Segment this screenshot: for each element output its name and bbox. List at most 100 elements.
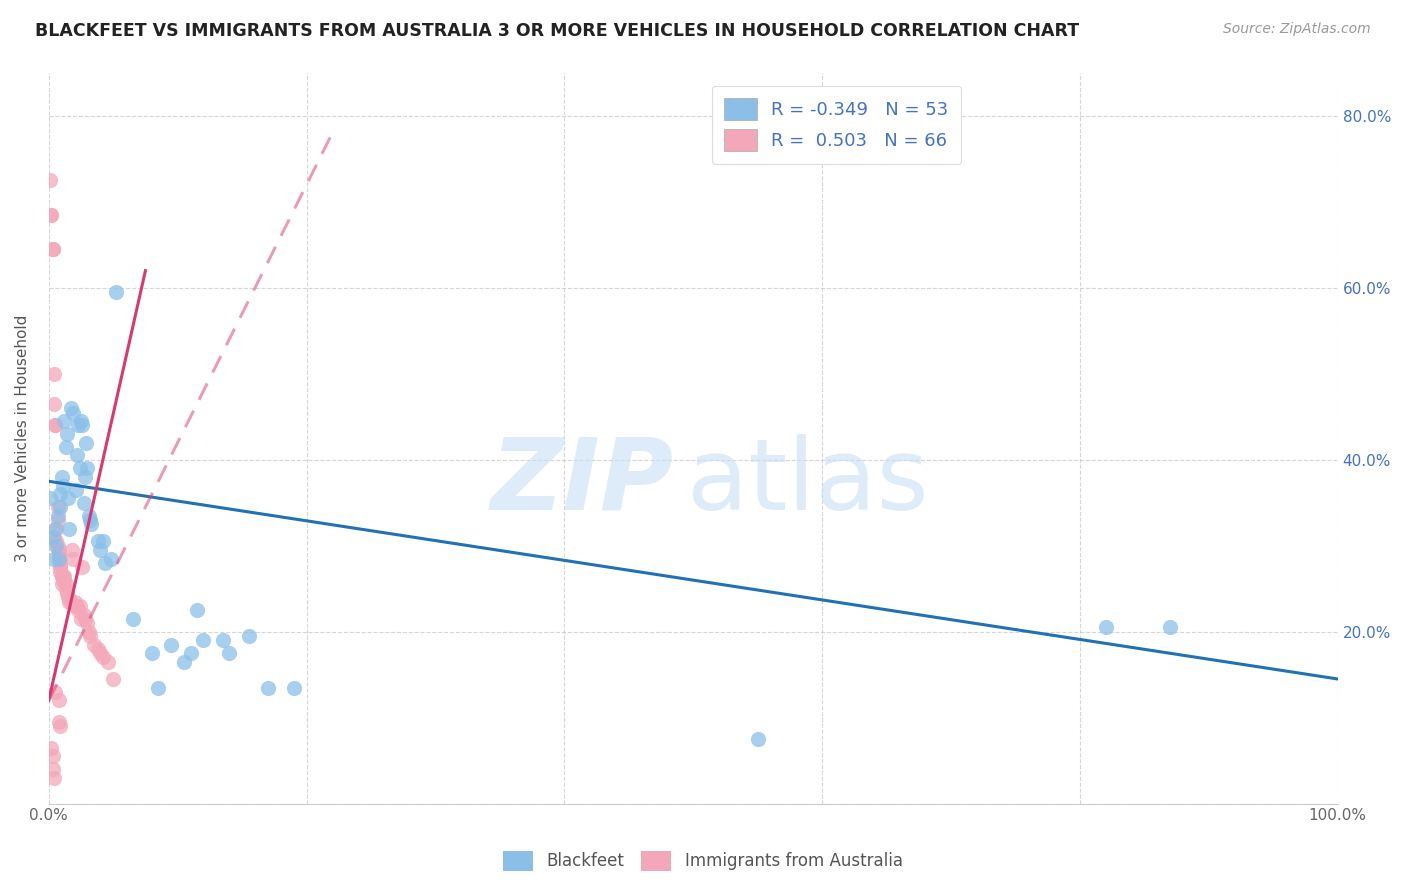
Point	[103, 672, 125, 686]
Point	[46, 539, 69, 553]
Point	[41, 762, 63, 776]
Point	[53, 569, 76, 583]
Point	[80, 517, 103, 532]
Point	[44, 685, 66, 699]
Point	[49, 500, 72, 514]
Point	[46, 513, 69, 527]
Point	[51, 577, 73, 591]
Point	[73, 470, 96, 484]
Point	[72, 496, 94, 510]
Point	[48, 543, 70, 558]
Point	[52, 573, 75, 587]
Point	[44, 534, 66, 549]
Point	[44, 418, 66, 433]
Point	[45, 534, 67, 549]
Point	[193, 633, 215, 648]
Point	[49, 560, 72, 574]
Point	[66, 449, 89, 463]
Point	[48, 693, 70, 707]
Point	[747, 732, 769, 747]
Point	[58, 522, 80, 536]
Point	[97, 655, 120, 669]
Point	[87, 534, 110, 549]
Point	[160, 638, 183, 652]
Point	[41, 242, 63, 256]
Text: ZIP: ZIP	[491, 434, 673, 531]
Point	[56, 591, 79, 605]
Point	[77, 508, 100, 523]
Point	[70, 414, 93, 428]
Point	[67, 418, 90, 433]
Point	[44, 522, 66, 536]
Point	[100, 551, 122, 566]
Point	[87, 641, 110, 656]
Point	[180, 646, 202, 660]
Point	[62, 551, 84, 566]
Point	[41, 740, 63, 755]
Point	[46, 500, 69, 514]
Y-axis label: 3 or more Vehicles in Household: 3 or more Vehicles in Household	[15, 315, 30, 562]
Text: atlas: atlas	[686, 434, 928, 531]
Point	[51, 569, 73, 583]
Point	[77, 624, 100, 639]
Point	[49, 556, 72, 570]
Point	[39, 173, 62, 187]
Point	[79, 629, 101, 643]
Point	[66, 599, 89, 613]
Point	[42, 397, 65, 411]
Point	[1159, 620, 1181, 634]
Point	[48, 551, 70, 566]
Point	[72, 607, 94, 622]
Legend: Blackfeet, Immigrants from Australia: Blackfeet, Immigrants from Australia	[495, 842, 911, 880]
Point	[42, 367, 65, 381]
Point	[41, 208, 63, 222]
Point	[148, 681, 170, 695]
Point	[59, 594, 82, 608]
Point	[89, 543, 111, 558]
Point	[91, 650, 114, 665]
Point	[53, 414, 76, 428]
Point	[48, 547, 70, 561]
Point	[238, 629, 260, 643]
Point	[67, 603, 90, 617]
Point	[49, 565, 72, 579]
Point	[48, 547, 70, 561]
Point	[46, 508, 69, 523]
Point	[44, 418, 66, 433]
Point	[173, 655, 195, 669]
Point	[56, 586, 79, 600]
Point	[45, 539, 67, 553]
Point	[51, 569, 73, 583]
Point	[42, 771, 65, 785]
Point	[141, 646, 163, 660]
Point	[48, 551, 70, 566]
Point	[62, 405, 84, 419]
Point	[56, 491, 79, 506]
Point	[104, 285, 127, 300]
Point	[49, 487, 72, 501]
Point	[41, 749, 63, 764]
Point	[60, 543, 83, 558]
Point	[41, 530, 63, 544]
Point	[211, 633, 233, 648]
Point	[42, 551, 65, 566]
Legend: R = -0.349   N = 53, R =  0.503   N = 66: R = -0.349 N = 53, R = 0.503 N = 66	[711, 86, 962, 164]
Point	[52, 569, 75, 583]
Point	[41, 242, 63, 256]
Point	[91, 534, 114, 549]
Point	[79, 513, 101, 527]
Point	[94, 556, 117, 570]
Point	[49, 560, 72, 574]
Point	[121, 612, 143, 626]
Point	[65, 599, 87, 613]
Point	[52, 478, 75, 492]
Point	[41, 208, 63, 222]
Point	[283, 681, 305, 695]
Point	[75, 435, 97, 450]
Point	[72, 418, 94, 433]
Point	[76, 616, 98, 631]
Point	[53, 573, 76, 587]
Point	[45, 522, 67, 536]
Point	[69, 461, 91, 475]
Point	[63, 594, 86, 608]
